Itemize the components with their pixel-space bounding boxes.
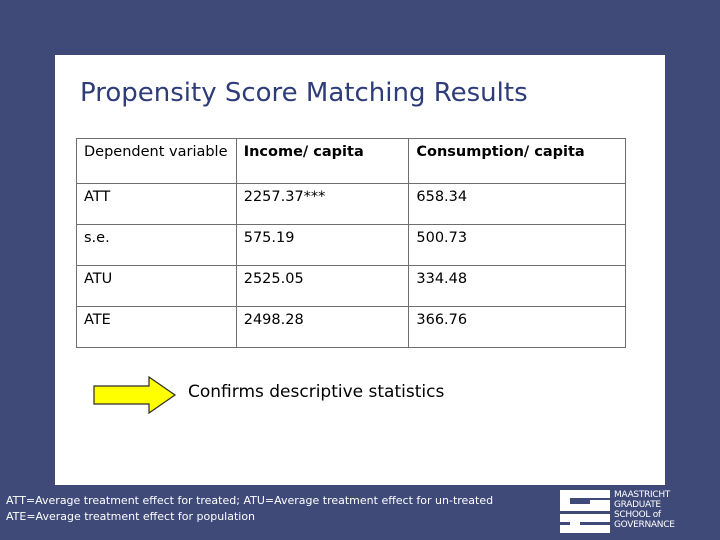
table-row-atu: ATU 2525.05 334.48: [76, 265, 626, 307]
table-row-ate: ATE 2498.28 366.76: [76, 306, 626, 348]
logo-wordmark: MAASTRICHT GRADUATE SCHOOL of GOVERNANCE: [614, 490, 675, 530]
row-label: ATT: [76, 183, 237, 225]
table-row-se: s.e. 575.19 500.73: [76, 224, 626, 266]
income-value: 2498.28: [235, 306, 410, 348]
results-table: Dependent variable Income/ capita Consum…: [76, 138, 626, 348]
consumption-value: 658.34: [408, 183, 626, 225]
row-label: ATE: [76, 306, 237, 348]
header-consumption-capita: Consumption/ capita: [408, 138, 626, 184]
consumption-value: 334.48: [408, 265, 626, 307]
row-label: ATU: [76, 265, 237, 307]
right-arrow-icon: [93, 376, 177, 414]
callout-text: Confirms descriptive statistics: [188, 382, 445, 402]
header-dependent-variable: Dependent variable: [76, 138, 237, 184]
slide-title: Propensity Score Matching Results: [80, 78, 528, 108]
income-value: 2525.05: [235, 265, 410, 307]
table-header-row: Dependent variable Income/ capita Consum…: [76, 138, 626, 184]
consumption-value: 366.76: [408, 306, 626, 348]
income-value: 2257.37***: [235, 183, 410, 225]
footnote: ATT=Average treatment effect for treated…: [6, 493, 493, 525]
table-row-att: ATT 2257.37*** 658.34: [76, 183, 626, 225]
header-income-capita: Income/ capita: [235, 138, 410, 184]
footnote-line-2: ATE=Average treatment effect for populat…: [6, 510, 256, 523]
gs-logo-icon: [560, 490, 610, 533]
row-label: s.e.: [76, 224, 237, 266]
footnote-line-1: ATT=Average treatment effect for treated…: [6, 494, 494, 507]
consumption-value: 500.73: [408, 224, 626, 266]
income-value: 575.19: [235, 224, 410, 266]
